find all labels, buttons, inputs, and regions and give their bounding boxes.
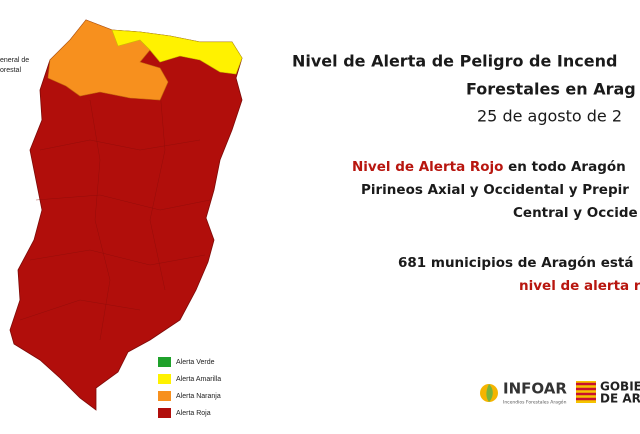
legend: Alerta Verde Alerta Amarilla Alerta Nara… xyxy=(158,357,221,418)
legend-label: Alerta Naranja xyxy=(176,393,221,400)
legend-swatch xyxy=(158,357,171,367)
infoar-logo: INFOAR Incendios Forestales Aragón xyxy=(480,380,567,406)
legend-swatch xyxy=(158,391,171,401)
infoar-subtitle: Incendios Forestales Aragón xyxy=(503,399,567,406)
legend-label: Alerta Roja xyxy=(176,410,211,417)
infoar-name: INFOAR xyxy=(503,380,567,398)
map-note: orestal xyxy=(0,67,21,74)
highlight: Nivel de Alerta Rojo xyxy=(352,159,503,175)
municipalities-line: nivel de alerta r xyxy=(519,278,640,294)
legend-label: Alerta Verde xyxy=(176,359,215,366)
gobierno-logo: GOBIER DE ARA xyxy=(576,380,640,406)
notice-line: Central y Occide xyxy=(513,205,638,221)
gobierno-line: GOBIER xyxy=(600,380,640,394)
map-note: eneral de xyxy=(0,57,29,64)
notice-line: Pirineos Axial y Occidental y Prepir xyxy=(361,182,629,198)
county-borders xyxy=(19,89,211,341)
legend-swatch xyxy=(158,408,171,418)
notice-line: Nivel de Alerta Rojo en todo Aragón xyxy=(352,159,626,175)
gobierno-line: DE ARA xyxy=(600,392,640,406)
map: eneral de orestal xyxy=(0,19,243,411)
municipalities-line: 681 municipios de Aragón está xyxy=(398,255,633,271)
notice-rest: en todo Aragón xyxy=(503,159,625,175)
date: 25 de agosto de 2 xyxy=(477,107,622,126)
title-line: Forestales en Arag xyxy=(466,80,636,99)
title-line: Nivel de Alerta de Peligro de Incend xyxy=(292,52,617,71)
legend-swatch xyxy=(158,374,171,384)
legend-label: Alerta Amarilla xyxy=(176,376,221,383)
map-yellow-zone xyxy=(111,29,243,75)
